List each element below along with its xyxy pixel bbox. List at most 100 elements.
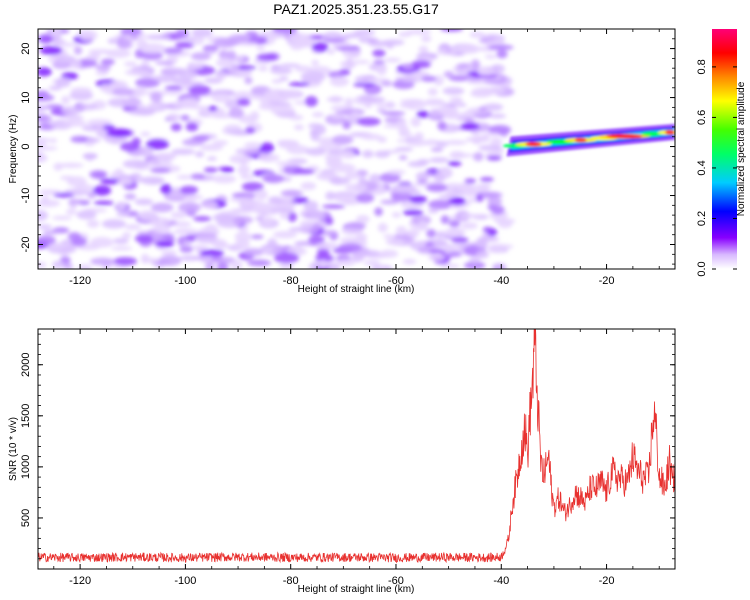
noise-blob (345, 171, 360, 180)
noise-blob (55, 42, 79, 47)
noise-blob (372, 49, 386, 57)
noise-blob (182, 98, 200, 108)
noise-blob (38, 189, 62, 195)
noise-blob (315, 254, 334, 263)
noise-blob (299, 220, 316, 228)
noise-blob (93, 200, 115, 206)
noise-blob (304, 95, 318, 107)
noise-blob (90, 257, 115, 266)
noise-blob (398, 31, 412, 38)
noise-blob (274, 252, 300, 264)
noise-blob (38, 67, 52, 77)
noise-blob (451, 236, 469, 244)
noise-blob (483, 79, 507, 85)
noise-blob (362, 149, 374, 158)
noise-blob (326, 48, 336, 55)
noise-blob (190, 105, 209, 110)
noise-blob (420, 35, 432, 43)
noise-blob (373, 59, 386, 65)
noise-blob (176, 174, 193, 180)
noise-blob (205, 261, 215, 269)
noise-blob (258, 65, 269, 72)
noise-blob (398, 131, 413, 138)
noise-blob (185, 122, 199, 132)
noise-blob (391, 192, 413, 202)
noise-blob (474, 74, 499, 79)
noise-blob (75, 183, 94, 192)
noise-blob (192, 135, 211, 141)
noise-blob (150, 167, 171, 174)
noise-blob (121, 232, 132, 239)
noise-blob (123, 61, 138, 67)
noise-blob (338, 243, 362, 252)
noise-blob (428, 254, 446, 261)
noise-blob (55, 54, 76, 64)
noise-blob (116, 211, 130, 217)
noise-blob (38, 105, 52, 110)
noise-blob (145, 34, 172, 40)
noise-blob (480, 176, 494, 182)
noise-blob (38, 235, 56, 246)
noise-blob (486, 155, 502, 161)
noise-blob (134, 86, 147, 97)
signal-band (502, 123, 675, 157)
noise-blob (262, 217, 274, 226)
noise-blob (460, 222, 478, 230)
noise-blob (150, 92, 163, 103)
noise-blob (244, 76, 253, 85)
noise-blob (107, 38, 118, 45)
noise-blob (162, 47, 183, 54)
noise-blob (237, 41, 258, 46)
noise-blob (270, 67, 293, 75)
noise-blob (439, 263, 461, 269)
noise-blob (271, 78, 283, 84)
noise-blob (38, 137, 51, 143)
noise-blob (355, 192, 375, 203)
noise-blob (154, 60, 174, 65)
noise-blob (383, 123, 407, 129)
noise-blob (122, 159, 149, 169)
noise-blob (467, 70, 480, 77)
noise-blob (237, 97, 251, 107)
noise-field (38, 29, 516, 269)
noise-blob (147, 102, 160, 109)
noise-blob (258, 103, 277, 111)
noise-blob (85, 152, 95, 161)
colorbar-tick-label: 0.4 (696, 160, 708, 175)
colorbar: 0.0 0.2 0.4 0.6 0.8 Normalized spectral ampl… (696, 29, 747, 277)
snr-x-tick-label: -60 (388, 575, 404, 587)
noise-blob (195, 151, 205, 158)
noise-blob (41, 195, 50, 203)
noise-blob (479, 87, 506, 95)
noise-blob (500, 83, 512, 89)
noise-blob (237, 164, 251, 176)
noise-blob (363, 259, 381, 266)
noise-blob (190, 244, 210, 250)
noise-blob (353, 60, 370, 65)
noise-blob (288, 114, 304, 121)
noise-blob (170, 211, 187, 219)
noise-blob (383, 234, 396, 239)
noise-blob (244, 142, 262, 148)
noise-blob (203, 167, 218, 173)
noise-blob (379, 172, 401, 183)
noise-blob (112, 87, 135, 96)
noise-blob (101, 219, 127, 229)
noise-blob (171, 148, 196, 155)
noise-blob (290, 196, 309, 204)
noise-blob (321, 204, 346, 209)
noise-blob (173, 228, 199, 235)
noise-blob (227, 128, 247, 136)
noise-blob (232, 91, 254, 102)
noise-blob (417, 220, 428, 230)
noise-blob (124, 69, 151, 76)
noise-blob (245, 126, 256, 134)
noise-blob (39, 45, 63, 56)
noise-blob (151, 160, 161, 166)
noise-blob (95, 64, 111, 71)
noise-blob (447, 228, 463, 238)
spectrogram-x-tick-label: -40 (493, 275, 509, 287)
noise-blob (140, 131, 151, 137)
noise-blob (155, 240, 175, 248)
